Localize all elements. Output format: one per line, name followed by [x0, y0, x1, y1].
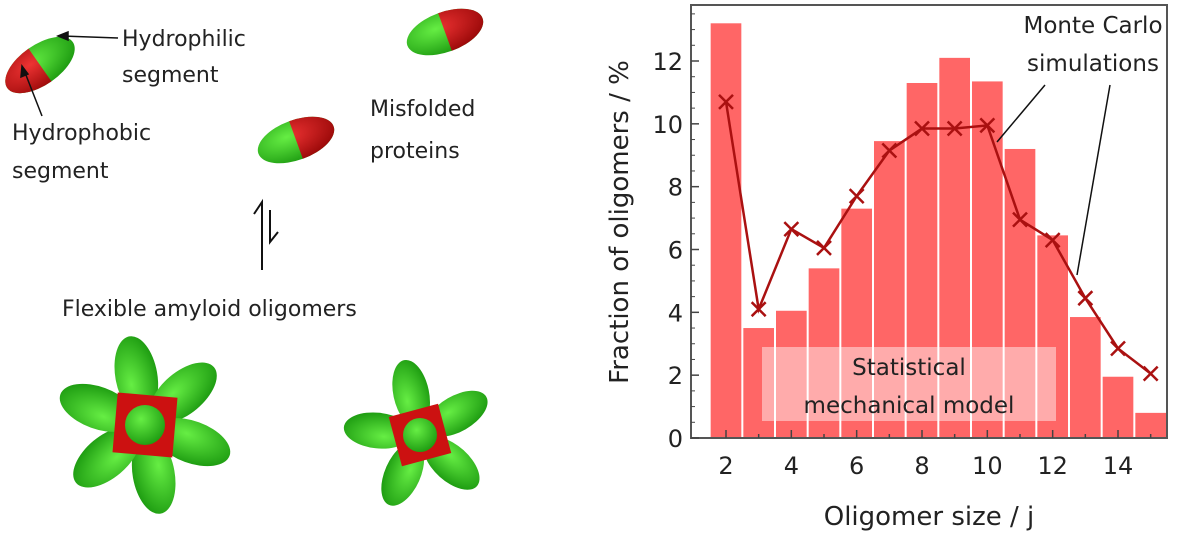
bar [743, 328, 774, 438]
bar [1135, 412, 1166, 438]
model-label: Statistical mechanical model [804, 355, 1015, 419]
misfolded-protein [5, 36, 75, 94]
hydrophilic-label: Hydrophilic segment [122, 27, 246, 88]
bar [874, 141, 905, 439]
bar [841, 208, 872, 438]
model-label-box [762, 347, 1056, 421]
misfolded-label: Misfolded proteins [370, 97, 475, 164]
x-tick-label: 6 [849, 452, 864, 480]
x-tick-label: 4 [784, 452, 799, 480]
x-tick-label: 14 [1103, 452, 1134, 480]
bar [906, 82, 938, 438]
y-tick-label: 8 [668, 174, 683, 202]
monte-carlo-point [718, 93, 734, 110]
bar [1037, 235, 1068, 438]
monte-carlo-point [1012, 211, 1028, 228]
y-tick-label: 10 [652, 111, 683, 139]
y-tick-label: 4 [668, 299, 683, 327]
x-axis-label: Oligomer size / j [824, 502, 1035, 532]
x-tick-label: 12 [1037, 452, 1068, 480]
hydrophobic-label: Hydrophobic segment [12, 121, 151, 184]
bar [1004, 148, 1036, 438]
monte-carlo-line [724, 101, 1152, 375]
plot-frame [690, 4, 1168, 439]
monte-carlo-label: Monte Carlo simulations [1023, 13, 1162, 77]
misfolded-protein [257, 116, 335, 164]
x-tick-label: 8 [914, 452, 929, 480]
monte-carlo-point [750, 301, 767, 318]
bar [1102, 376, 1134, 438]
oligomer-flower [343, 359, 488, 506]
monte-carlo-point [1077, 290, 1094, 307]
oligomer-diagram: Hydrophilic segment Hydrophobic segment Mi… [5, 8, 488, 514]
center-protein [125, 405, 165, 445]
monte-carlo-point [979, 117, 996, 134]
monte-carlo-pointer [996, 84, 1046, 143]
hydrophobic-pointer [20, 63, 43, 117]
y-tick-label: 12 [652, 48, 683, 76]
equilibrium-arrows-icon [253, 198, 279, 270]
misfolded-protein [406, 8, 484, 56]
bar [939, 57, 970, 438]
monte-carlo-point [783, 221, 800, 237]
monte-carlo-point [946, 120, 963, 137]
x-tick-label: 2 [718, 452, 733, 480]
monte-carlo-pointer [1076, 84, 1111, 276]
y-axis-label: Fraction of oligomers / % [605, 60, 635, 384]
bar [972, 81, 1003, 438]
center-protein [403, 418, 437, 452]
bar [710, 23, 742, 439]
monte-carlo-point [1142, 365, 1159, 382]
monte-carlo-point [816, 240, 832, 256]
y-tick-label: 6 [668, 237, 683, 265]
monte-carlo-point [1044, 232, 1061, 248]
y-tick-label: 2 [668, 362, 683, 390]
x-tick-label: 10 [972, 452, 1003, 480]
oligomer-flower [59, 336, 231, 514]
bar [1070, 317, 1101, 438]
bar [808, 268, 840, 438]
y-tick-label: 0 [668, 425, 683, 453]
monte-carlo-point [914, 120, 930, 137]
monte-carlo-point [1110, 340, 1126, 357]
monte-carlo-point [848, 188, 865, 204]
bar [776, 310, 807, 438]
hydrophilic-arrow [55, 30, 119, 42]
oligomers-label: Flexible amyloid oligomers [62, 297, 357, 322]
monte-carlo-point [881, 142, 898, 159]
